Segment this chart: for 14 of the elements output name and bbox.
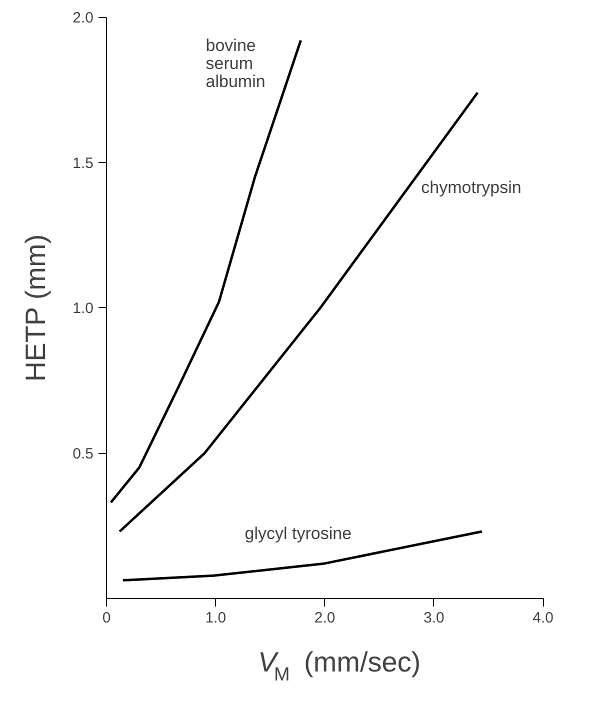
y-tick-label: 1.0 [72, 300, 94, 318]
line-series [110, 39, 302, 504]
x-tick-label: 0 [102, 609, 111, 626]
y-axis-title: HETP (mm) [20, 234, 51, 382]
series-label: bovine serum albumin [206, 36, 266, 91]
x-tick-label: 4.0 [532, 609, 554, 626]
x-tick-label: 3.0 [423, 609, 444, 626]
y-tick-label: 1.5 [72, 154, 94, 172]
y-tick-label: 2.0 [72, 10, 94, 27]
series-label: glycyl tyrosine [244, 524, 352, 543]
y-tick-label: 0.5 [72, 446, 94, 463]
series-label: chymotrypsin [421, 178, 522, 197]
x-tick-label: 2.0 [314, 609, 336, 626]
x-tick-label: 1.0 [205, 609, 226, 626]
